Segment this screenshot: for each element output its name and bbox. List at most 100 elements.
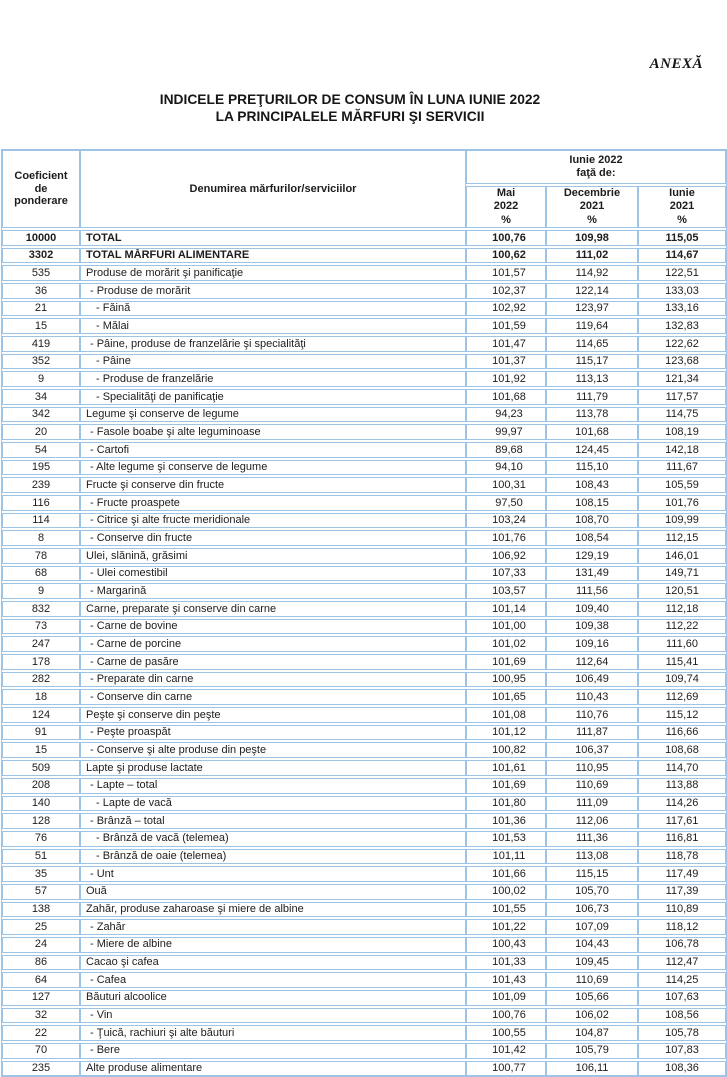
value-iun-cell: 112,69 xyxy=(638,689,726,706)
value-iun-cell: 114,67 xyxy=(638,247,726,264)
coef-cell: 195 xyxy=(2,459,80,476)
value-iun-cell: 105,78 xyxy=(638,1025,726,1041)
name-cell: Cacao şi cafea xyxy=(80,954,466,971)
coef-cell: 91 xyxy=(2,724,80,741)
value-iun-cell: 110,89 xyxy=(638,901,726,918)
coef-cell: 352 xyxy=(2,353,80,370)
coef-cell: 20 xyxy=(2,424,80,441)
value-iun-cell: 105,59 xyxy=(638,477,726,494)
coef-cell: 832 xyxy=(2,601,80,617)
value-mai-cell: 100,43 xyxy=(466,936,546,953)
header-weight-coefficient: Coeficient de ponderare xyxy=(2,150,80,228)
value-dec-cell: 110,69 xyxy=(546,972,638,988)
value-dec-cell: 123,97 xyxy=(546,300,638,317)
name-cell: - Produse de franzelărie xyxy=(80,371,466,388)
coef-cell: 127 xyxy=(2,989,80,1006)
name-cell: - Făină xyxy=(80,300,466,317)
value-iun-cell: 114,70 xyxy=(638,760,726,776)
value-dec-cell: 108,43 xyxy=(546,477,638,494)
coef-cell: 32 xyxy=(2,1007,80,1024)
name-cell: - Carne de pasăre xyxy=(80,654,466,670)
value-iun-cell: 114,26 xyxy=(638,795,726,812)
value-mai-cell: 94,23 xyxy=(466,406,546,423)
value-iun-cell: 107,63 xyxy=(638,989,726,1006)
coef-cell: 138 xyxy=(2,901,80,918)
value-iun-cell: 114,25 xyxy=(638,972,726,988)
value-iun-cell: 107,83 xyxy=(638,1042,726,1059)
cpi-table: Coeficient de ponderare Denumirea mărfur… xyxy=(1,149,727,1077)
value-mai-cell: 101,59 xyxy=(466,318,546,335)
coef-cell: 10000 xyxy=(2,230,80,246)
header-june-2022-vs-group: Iunie 2022 faţă de: xyxy=(466,150,726,184)
value-mai-cell: 101,61 xyxy=(466,760,546,776)
name-cell: - Zahăr xyxy=(80,919,466,935)
value-iun-cell: 109,74 xyxy=(638,671,726,688)
value-mai-cell: 101,14 xyxy=(466,601,546,617)
coef-cell: 282 xyxy=(2,671,80,688)
coef-cell: 36 xyxy=(2,283,80,299)
name-cell: - Cafea xyxy=(80,972,466,988)
value-mai-cell: 101,37 xyxy=(466,353,546,370)
coef-cell: 342 xyxy=(2,406,80,423)
coef-cell: 18 xyxy=(2,689,80,706)
value-dec-cell: 106,49 xyxy=(546,671,638,688)
value-mai-cell: 101,00 xyxy=(466,618,546,635)
name-cell: - Citrice şi alte fructe meridionale xyxy=(80,512,466,529)
page-title: INDICELE PREŢURILOR DE CONSUM ÎN LUNA IU… xyxy=(0,91,700,125)
value-mai-cell: 106,92 xyxy=(466,548,546,564)
coef-cell: 68 xyxy=(2,565,80,582)
name-cell: - Conserve din fructe xyxy=(80,530,466,547)
value-mai-cell: 101,12 xyxy=(466,724,546,741)
coef-cell: 140 xyxy=(2,795,80,812)
name-cell: - Unt xyxy=(80,866,466,882)
value-mai-cell: 100,02 xyxy=(466,883,546,900)
value-mai-cell: 100,62 xyxy=(466,247,546,264)
value-dec-cell: 105,79 xyxy=(546,1042,638,1059)
value-dec-cell: 108,54 xyxy=(546,530,638,547)
coef-cell: 128 xyxy=(2,813,80,829)
name-cell: - Bere xyxy=(80,1042,466,1059)
value-mai-cell: 89,68 xyxy=(466,442,546,458)
value-dec-cell: 111,79 xyxy=(546,389,638,405)
coef-cell: 24 xyxy=(2,936,80,953)
name-cell: Zahăr, produse zaharoase şi miere de alb… xyxy=(80,901,466,918)
name-cell: Lapte şi produse lactate xyxy=(80,760,466,776)
value-dec-cell: 109,40 xyxy=(546,601,638,617)
name-cell: - Mălai xyxy=(80,318,466,335)
value-mai-cell: 100,76 xyxy=(466,230,546,246)
value-dec-cell: 115,10 xyxy=(546,459,638,476)
value-iun-cell: 116,66 xyxy=(638,724,726,741)
value-mai-cell: 101,69 xyxy=(466,654,546,670)
value-iun-cell: 122,62 xyxy=(638,336,726,352)
coef-cell: 76 xyxy=(2,830,80,847)
value-mai-cell: 101,47 xyxy=(466,336,546,352)
value-mai-cell: 101,68 xyxy=(466,389,546,405)
name-cell: Băuturi alcoolice xyxy=(80,989,466,1006)
name-cell: - Conserve şi alte produse din peşte xyxy=(80,742,466,759)
value-iun-cell: 120,51 xyxy=(638,583,726,600)
value-dec-cell: 109,45 xyxy=(546,954,638,971)
coef-cell: 419 xyxy=(2,336,80,352)
value-dec-cell: 109,16 xyxy=(546,636,638,653)
value-dec-cell: 104,87 xyxy=(546,1025,638,1041)
coef-cell: 51 xyxy=(2,848,80,865)
coef-cell: 9 xyxy=(2,371,80,388)
value-iun-cell: 112,47 xyxy=(638,954,726,971)
name-cell: Ouă xyxy=(80,883,466,900)
name-cell: - Brânză de vacă (telemea) xyxy=(80,830,466,847)
value-iun-cell: 113,88 xyxy=(638,777,726,794)
value-iun-cell: 133,16 xyxy=(638,300,726,317)
name-cell: - Carne de porcine xyxy=(80,636,466,653)
value-mai-cell: 100,76 xyxy=(466,1007,546,1024)
name-cell: - Peşte proaspăt xyxy=(80,724,466,741)
name-cell: - Margarină xyxy=(80,583,466,600)
value-iun-cell: 106,78 xyxy=(638,936,726,953)
value-mai-cell: 102,37 xyxy=(466,283,546,299)
value-mai-cell: 101,08 xyxy=(466,707,546,723)
coef-cell: 86 xyxy=(2,954,80,971)
value-iun-cell: 111,60 xyxy=(638,636,726,653)
coef-cell: 116 xyxy=(2,495,80,511)
value-mai-cell: 101,80 xyxy=(466,795,546,812)
value-mai-cell: 97,50 xyxy=(466,495,546,511)
value-iun-cell: 149,71 xyxy=(638,565,726,582)
